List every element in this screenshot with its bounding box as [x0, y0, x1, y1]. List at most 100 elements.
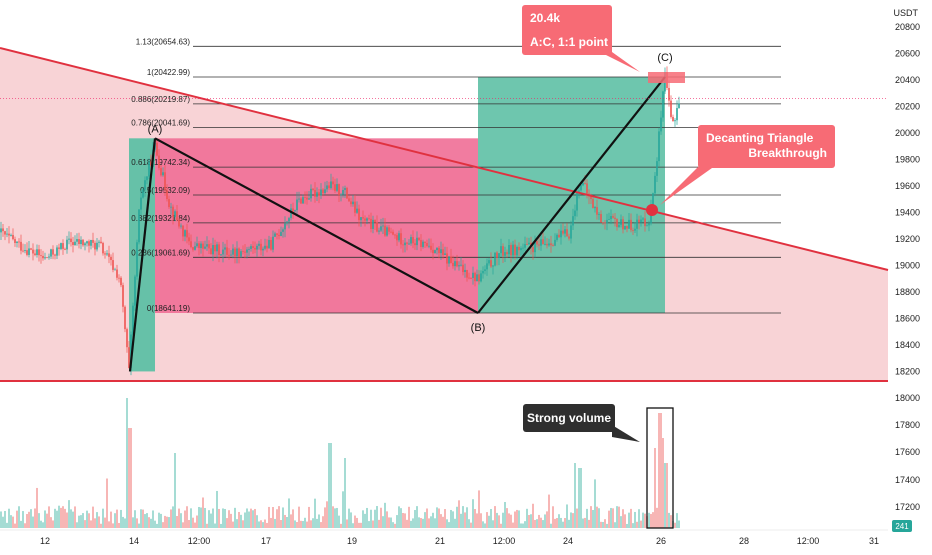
candle-body — [8, 233, 10, 236]
candle-body — [448, 256, 450, 264]
volume-bar — [144, 514, 146, 528]
price-tick: 20600 — [895, 49, 920, 59]
candle-body — [298, 198, 300, 200]
volume-bar — [570, 512, 572, 528]
volume-bar — [314, 498, 316, 528]
candle-body — [486, 263, 488, 270]
candle-body — [36, 249, 38, 256]
candle-body — [378, 230, 380, 232]
candle-body — [32, 249, 34, 254]
candle-body — [560, 230, 562, 238]
candle-body — [94, 242, 96, 250]
candle-body — [438, 247, 440, 254]
volume-bar — [500, 523, 502, 528]
candle-body — [532, 247, 534, 253]
candle-body — [572, 216, 574, 226]
candle-body — [174, 211, 176, 218]
candle-body — [30, 248, 32, 250]
candle-body — [534, 241, 536, 253]
volume-bar — [654, 448, 656, 528]
candle-body — [522, 247, 524, 249]
volume-bar — [636, 521, 638, 528]
fib-label: 0(18641.19) — [147, 304, 190, 313]
volume-bar — [584, 517, 586, 528]
candle-body — [10, 234, 12, 236]
candle-body — [244, 251, 246, 253]
candle-body — [112, 260, 114, 270]
volume-bar — [0, 511, 2, 528]
wave-line-a-b — [154, 137, 479, 314]
price-tick: 19600 — [895, 181, 920, 191]
candle-body — [392, 231, 394, 235]
candle-body — [484, 269, 486, 271]
candle-body — [540, 239, 542, 246]
fib-label: 1.13(20654.63) — [136, 37, 191, 46]
volume-bar — [16, 510, 18, 528]
volume-bar — [56, 510, 58, 528]
candle-body — [250, 246, 252, 249]
volume-bar — [372, 520, 374, 528]
candle-body — [60, 243, 62, 249]
volume-bar — [316, 518, 318, 528]
candle-body — [494, 252, 496, 266]
candle-body — [2, 228, 4, 232]
volume-bar — [582, 518, 584, 528]
candle-body — [436, 247, 438, 251]
candle-body — [220, 254, 222, 256]
candle-body — [58, 247, 60, 249]
volume-tick: 18000 — [895, 393, 920, 403]
candle-body — [264, 245, 266, 249]
fib-label: 0.236(19061.69) — [131, 248, 190, 257]
volume-bar — [476, 513, 478, 528]
volume-bar — [676, 513, 678, 528]
volume-bar — [66, 512, 68, 528]
candle-body — [20, 241, 22, 251]
candle-body — [266, 245, 268, 249]
volume-bar — [274, 518, 276, 528]
volume-bar — [656, 507, 658, 528]
candle-body — [430, 245, 432, 250]
volume-bar — [536, 519, 538, 528]
volume-bar — [234, 507, 236, 528]
candle-body — [48, 256, 50, 258]
volume-bar — [626, 523, 628, 528]
volume-bar — [460, 513, 462, 528]
candle-body — [212, 244, 214, 255]
volume-bar — [434, 518, 436, 528]
candle-body — [580, 185, 582, 191]
volume-bar — [34, 508, 36, 528]
candle-body — [340, 194, 342, 196]
volume-bar — [466, 507, 468, 528]
volume-bar — [504, 501, 506, 528]
volume-bar — [516, 509, 518, 528]
volume-bar — [96, 512, 98, 528]
volume-bar — [298, 506, 300, 528]
candle-body — [386, 227, 388, 236]
candle-body — [394, 234, 396, 236]
volume-bar — [542, 520, 544, 528]
volume-bar — [200, 507, 202, 528]
volume-bar — [470, 522, 472, 528]
time-tick: 12:00 — [797, 536, 820, 546]
volume-bar — [548, 494, 550, 528]
candle-body — [542, 239, 544, 245]
volume-bar — [44, 510, 46, 528]
volume-bar — [156, 523, 158, 528]
volume-bar — [266, 522, 268, 528]
volume-bar — [402, 513, 404, 528]
candle-body — [140, 197, 142, 210]
volume-bar — [32, 516, 34, 528]
volume-bar — [632, 523, 634, 528]
candle-body — [62, 243, 64, 249]
candle-body — [226, 247, 228, 255]
candle-body — [362, 217, 364, 219]
candle-body — [380, 226, 382, 231]
candle-body — [638, 219, 640, 223]
volume-bar — [284, 514, 286, 528]
volume-bar — [102, 508, 104, 528]
candle-body — [326, 185, 328, 190]
candle-body — [166, 189, 168, 200]
candle-body — [210, 248, 212, 255]
candle-body — [256, 245, 258, 250]
